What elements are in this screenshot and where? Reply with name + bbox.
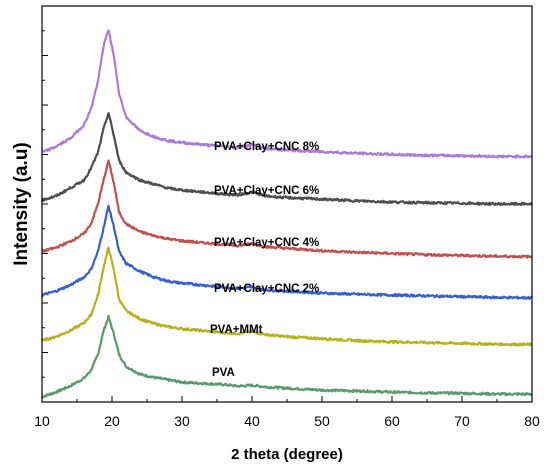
series-label: PVA+Clay+CNC 6% bbox=[214, 185, 319, 197]
x-axis-ticks: 10 20 30 40 50 60 70 80 bbox=[34, 396, 540, 429]
x-tick-label: 20 bbox=[104, 413, 120, 429]
series-label: PVA+Clay+CNC 8% bbox=[214, 141, 319, 153]
series-line bbox=[41, 29, 533, 159]
x-tick-label: 40 bbox=[244, 413, 260, 429]
series-line bbox=[41, 246, 533, 347]
series-line bbox=[41, 314, 533, 399]
series-line bbox=[41, 204, 533, 300]
x-tick-label: 30 bbox=[174, 413, 190, 429]
series-layer bbox=[40, 29, 533, 399]
series-label: PVA+Clay+CNC 2% bbox=[214, 283, 319, 295]
series-line bbox=[40, 112, 533, 207]
x-axis-title: 2 theta (degree) bbox=[231, 446, 343, 463]
y-axis-title: Intensity (a.u) bbox=[11, 142, 32, 266]
x-tick-label: 10 bbox=[34, 413, 50, 429]
series-labels: PVA PVA+MMt PVA+Clay+CNC 2% PVA+Clay+CNC 4%… bbox=[210, 141, 319, 379]
x-tick-label: 70 bbox=[454, 413, 470, 429]
series-label: PVA+Clay+CNC 4% bbox=[214, 237, 319, 249]
x-tick-label: 50 bbox=[314, 413, 330, 429]
series-line bbox=[41, 159, 533, 259]
series-label: PVA+MMt bbox=[210, 324, 263, 336]
series-label: PVA bbox=[212, 367, 235, 379]
x-tick-label: 60 bbox=[384, 413, 400, 429]
y-axis-ticks bbox=[42, 5, 48, 403]
x-tick-label: 80 bbox=[524, 413, 540, 429]
